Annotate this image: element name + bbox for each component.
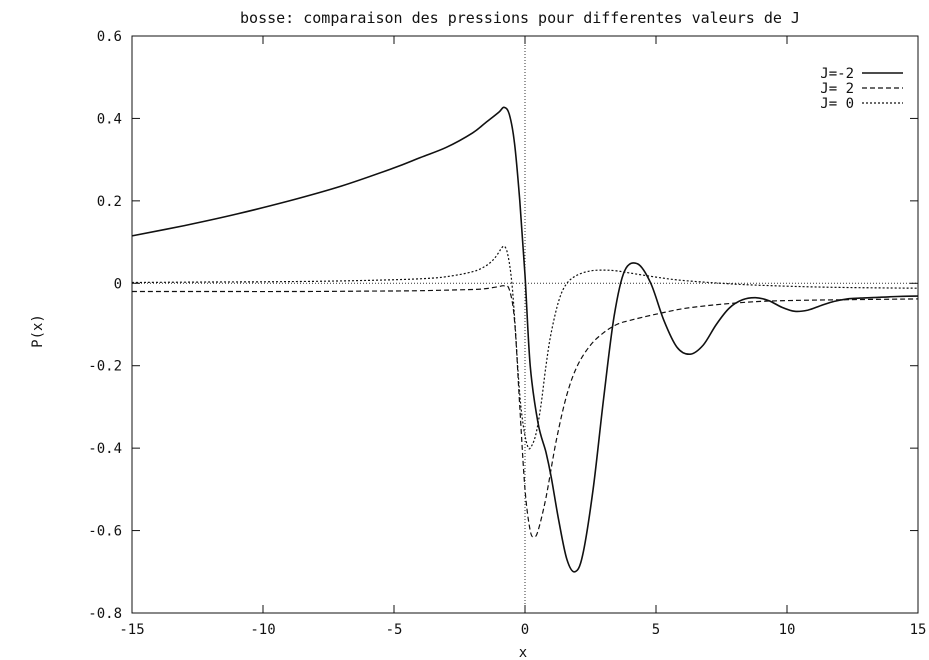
y-tick-label: 0.2 <box>97 194 122 210</box>
series-line-dashed <box>132 285 919 538</box>
legend-label: J= 2 <box>820 81 854 97</box>
x-tick-label: 10 <box>779 622 796 638</box>
x-tick-label: -15 <box>119 622 144 638</box>
series-layer <box>131 106 919 573</box>
x-tick-label: 5 <box>652 622 660 638</box>
legend: J=-2J= 2J= 0 <box>820 66 903 112</box>
x-tick-label: -5 <box>386 622 403 638</box>
y-tick-label: -0.6 <box>88 524 122 540</box>
series-line-solid <box>131 106 919 573</box>
series-line-dotted <box>131 245 919 450</box>
y-tick-label: -0.8 <box>88 606 122 622</box>
y-tick-label: 0.4 <box>97 111 122 127</box>
legend-label: J=-2 <box>820 66 854 82</box>
y-tick-label: -0.2 <box>88 359 122 375</box>
x-axis-label: x <box>519 645 527 660</box>
y-tick-label: -0.4 <box>88 441 122 457</box>
chart-title: bosse: comparaison des pressions pour di… <box>240 9 800 27</box>
x-tick-label: 0 <box>521 622 529 638</box>
legend-label: J= 0 <box>820 96 854 112</box>
x-tick-label: -10 <box>250 622 275 638</box>
y-tick-label: 0.6 <box>97 29 122 45</box>
y-tick-label: 0 <box>114 276 122 292</box>
x-tick-label: 15 <box>910 622 927 638</box>
y-axis-label: P(x) <box>30 314 46 348</box>
plot-axes: -15 -10 -5 0 5 10 15 0.6 0.4 0.2 0 -0.2 -0.4 -0.6 -0.8 <box>88 29 926 638</box>
